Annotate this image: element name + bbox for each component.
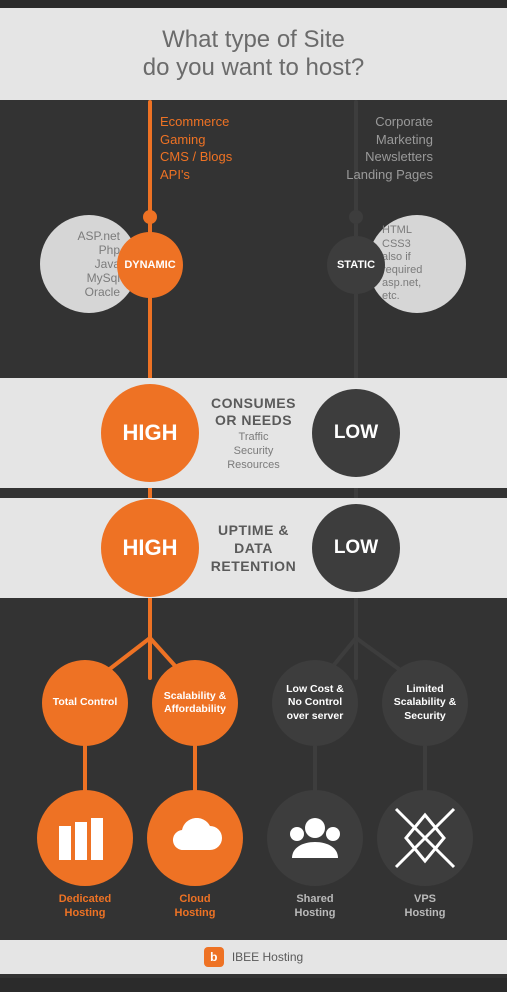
- title-line-1: What type of Site: [0, 8, 507, 54]
- hosting-label-dedicated: DedicatedHosting: [30, 892, 140, 921]
- servers-icon: [55, 808, 115, 868]
- list-item: HTML: [382, 224, 466, 237]
- value-label: LOW: [334, 422, 378, 444]
- list-item: Oracle: [40, 285, 120, 299]
- feature-label: Scalability & Affordability: [152, 690, 238, 716]
- node-dot-dynamic: [143, 210, 157, 224]
- hosting-label-vps: VPSHosting: [370, 892, 480, 921]
- hosting-dedicated-icon: [37, 790, 133, 886]
- value-label: LOW: [334, 537, 378, 559]
- feature-label: Total Control: [45, 696, 126, 709]
- list-item: API's: [160, 166, 232, 184]
- list-item: etc.: [382, 290, 466, 303]
- circle-consumes-low: LOW: [312, 389, 400, 477]
- list-item: also if: [382, 251, 466, 264]
- list-item: Gaming: [160, 131, 232, 149]
- circle-uptime-high: HIGH: [101, 499, 199, 597]
- bottom-strip: [0, 978, 507, 992]
- list-item: ASP.net: [40, 229, 120, 243]
- list-item: CMS / Blogs: [160, 148, 232, 166]
- examples-dynamic: Ecommerce Gaming CMS / Blogs API's: [160, 113, 232, 183]
- band-sub: Traffic: [239, 431, 269, 443]
- circle-uptime-low: LOW: [312, 504, 400, 592]
- brand-name: IBEE Hosting: [232, 950, 303, 964]
- badge-dynamic: DYNAMIC: [117, 232, 183, 298]
- list-item: required: [382, 264, 466, 277]
- list-item: Marketing: [346, 131, 433, 149]
- band-title: CONSUMESOR NEEDS: [211, 395, 296, 429]
- feature-label: Limited Scalability & Security: [382, 683, 468, 722]
- people-icon: [284, 814, 346, 862]
- band-title: UPTIME &DATARETENTION: [211, 521, 296, 576]
- title-band: What type of Site do you want to host?: [0, 8, 507, 100]
- list-item: Php: [40, 243, 120, 257]
- examples-static: Corporate Marketing Newsletters Landing …: [346, 113, 433, 183]
- list-item: Ecommerce: [160, 113, 232, 131]
- hosting-label-cloud: CloudHosting: [140, 892, 250, 921]
- node-dot-static: [349, 210, 363, 224]
- band-consumes: CONSUMESOR NEEDS Traffic Security Resour…: [0, 378, 507, 488]
- band-uptime: UPTIME &DATARETENTION: [0, 498, 507, 598]
- hosting-label-shared: SharedHosting: [260, 892, 370, 921]
- hosting-label: DedicatedHosting: [59, 893, 112, 919]
- badge-label: STATIC: [337, 259, 375, 271]
- hosting-cloud-icon: [147, 790, 243, 886]
- list-item: asp.net,: [382, 277, 466, 290]
- feature-total-control: Total Control: [42, 660, 128, 746]
- band-sub: Security: [234, 445, 274, 457]
- brand-icon: b: [204, 947, 224, 967]
- list-item: Landing Pages: [346, 166, 433, 184]
- top-strip: [0, 0, 507, 8]
- list-item: Corporate: [346, 113, 433, 131]
- value-label: HIGH: [123, 420, 178, 446]
- title-line-2: do you want to host?: [0, 54, 507, 82]
- cloud-icon: [166, 818, 224, 858]
- badge-static: STATIC: [327, 236, 385, 294]
- hosting-label: CloudHosting: [175, 893, 216, 919]
- circle-consumes-high: HIGH: [101, 384, 199, 482]
- feature-limited: Limited Scalability & Security: [382, 660, 468, 746]
- list-item: Java: [40, 257, 120, 271]
- vps-icon: [390, 803, 460, 873]
- hosting-label: VPSHosting: [405, 893, 446, 919]
- footer: b IBEE Hosting: [0, 940, 507, 974]
- hosting-shared-icon: [267, 790, 363, 886]
- list-item: MySql: [40, 271, 120, 285]
- list-item: CSS3: [382, 238, 466, 251]
- value-label: HIGH: [123, 535, 178, 561]
- hosting-label: SharedHosting: [295, 893, 336, 919]
- badge-label: DYNAMIC: [124, 259, 175, 271]
- feature-scalability: Scalability & Affordability: [152, 660, 238, 746]
- list-item: Newsletters: [346, 148, 433, 166]
- band-sub: Resources: [227, 459, 280, 471]
- brand-letter: b: [210, 950, 217, 964]
- feature-lowcost: Low Cost & No Control over server: [272, 660, 358, 746]
- hosting-vps-icon: [377, 790, 473, 886]
- feature-label: Low Cost & No Control over server: [272, 683, 358, 722]
